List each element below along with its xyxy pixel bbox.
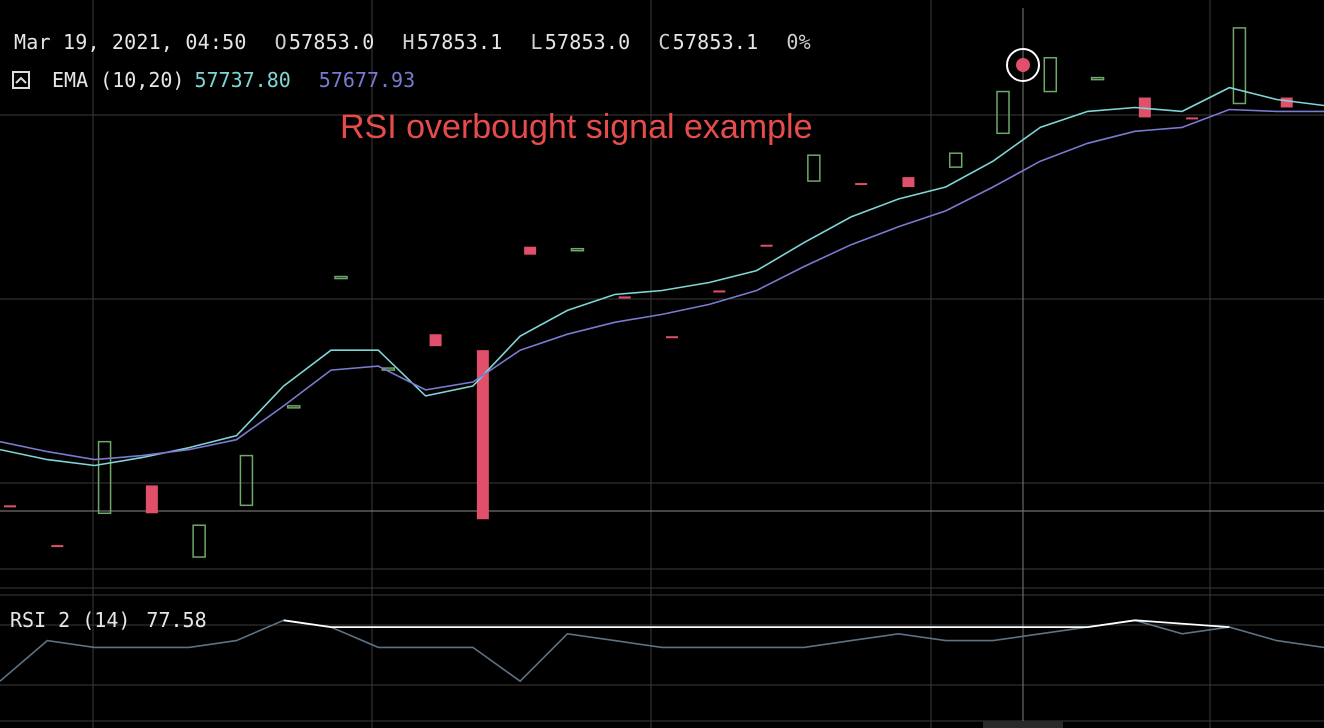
candle-up: [1043, 56, 1058, 93]
candle-down: [524, 246, 537, 255]
ema-fast-line: [0, 86, 1324, 467]
signal-dot: [1016, 58, 1030, 72]
candle-up: [381, 367, 396, 371]
candle-up: [334, 275, 348, 280]
candle-down: [4, 505, 16, 508]
candle-down: [666, 336, 678, 339]
candle-down: [902, 177, 915, 188]
rsi-value: 77.58: [146, 608, 207, 632]
candle-up: [97, 440, 112, 515]
candle-down: [51, 545, 64, 548]
rsi-label: RSI 2 (14): [10, 608, 131, 632]
candle-up: [239, 454, 254, 507]
low-value: 57853.0: [544, 30, 631, 54]
candle-up: [570, 247, 585, 252]
chevron-up-icon[interactable]: [12, 71, 30, 89]
ema-fast-value: 57737.80: [194, 68, 291, 92]
change-value: 0%: [786, 30, 811, 54]
candle-down: [145, 485, 158, 514]
open-key: O: [274, 30, 287, 54]
open-value: 57853.0: [288, 30, 375, 54]
candle-up: [192, 524, 206, 558]
candle-up: [1090, 76, 1105, 81]
circle-marker-icon: [1006, 48, 1040, 82]
timescale-scroll-thumb: [983, 721, 1063, 728]
candle-down: [713, 290, 726, 293]
candle-down: [855, 183, 868, 186]
close-value: 57853.1: [672, 30, 759, 54]
candle-down: [429, 334, 442, 347]
high-key: H: [402, 30, 415, 54]
chart-annotation: RSI overbought signal example: [340, 108, 813, 146]
ema-slow-value: 57677.93: [318, 68, 416, 92]
ohlc-readout: Mar 19, 2021, 04:50 O 57853.0 H 57853.1 L 5785…: [14, 30, 813, 54]
close-key: C: [658, 30, 671, 54]
candle-up: [996, 90, 1010, 135]
rsi-legend: RSI 2 (14) 77.58: [10, 608, 207, 632]
candle-down: [1138, 97, 1151, 118]
candle-up: [1232, 27, 1247, 105]
datetime-label: Mar 19, 2021, 04:50: [14, 30, 247, 54]
rsi-overbought-segment: [283, 619, 1230, 628]
low-key: L: [530, 30, 543, 54]
candle-up: [948, 152, 963, 168]
candle-down: [760, 244, 773, 247]
ema-slow-line: [0, 108, 1324, 461]
candle-down: [1186, 117, 1199, 120]
ema-legend: EMA (10,20) 57737.80 57677.93: [12, 68, 415, 92]
ema-label: EMA (10,20): [52, 68, 185, 92]
high-value: 57853.1: [416, 30, 503, 54]
candle-down: [618, 296, 631, 299]
candle-down: [476, 350, 489, 520]
candle-down: [1280, 97, 1293, 108]
candle-up: [286, 405, 301, 409]
candle-up: [807, 154, 821, 182]
